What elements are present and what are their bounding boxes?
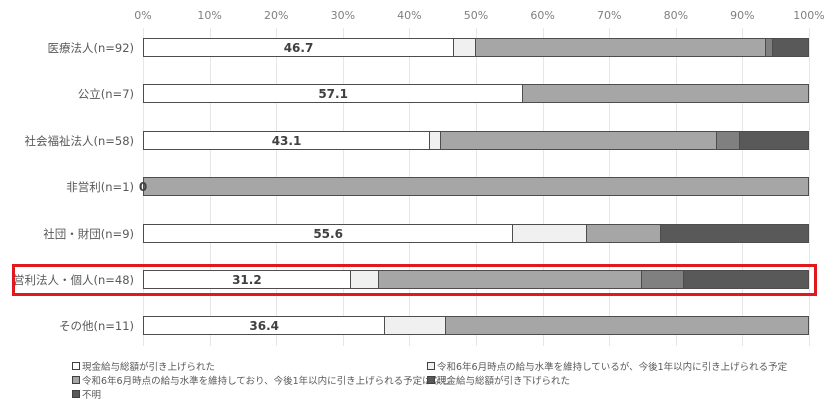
bar-segment bbox=[717, 131, 740, 150]
data-label: 36.4 bbox=[249, 319, 280, 333]
legend-label: 現金給与総額が引き下げられた bbox=[437, 376, 571, 387]
x-tick-label: 80% bbox=[663, 9, 689, 22]
category-label: 医療法人(n=92) bbox=[47, 41, 134, 55]
bar-segment bbox=[475, 38, 766, 57]
bar-segment bbox=[143, 177, 809, 196]
bar-segment bbox=[765, 38, 773, 57]
stacked-bar bbox=[143, 84, 809, 103]
x-tick-label: 20% bbox=[263, 9, 289, 22]
bar-segment bbox=[143, 316, 386, 335]
x-tick-label: 50% bbox=[463, 9, 489, 22]
stacked-bar bbox=[143, 131, 809, 150]
stacked-bar bbox=[143, 316, 809, 335]
bar-segment bbox=[143, 84, 524, 103]
x-tick-label: 10% bbox=[197, 9, 222, 22]
bar-segment bbox=[523, 84, 809, 103]
data-label: 43.1 bbox=[271, 134, 302, 148]
x-tick-label: 0% bbox=[134, 9, 152, 22]
legend-item: 現金給与総額が引き上げられた bbox=[72, 359, 215, 373]
bar-segment bbox=[641, 270, 684, 289]
x-tick-label: 100% bbox=[793, 9, 825, 22]
legend-swatch-icon bbox=[72, 376, 80, 384]
legend-row: 不明 bbox=[72, 387, 832, 401]
stacked-bar bbox=[143, 177, 809, 196]
bar-segment bbox=[430, 131, 442, 150]
legend-label: 現金給与総額が引き上げられた bbox=[82, 362, 216, 373]
bar-segment bbox=[441, 131, 718, 150]
data-label: 55.6 bbox=[313, 227, 343, 241]
legend-label: 令和6年6月時点の給与水準を維持しているが、今後1年以内に引き上げられる予定 bbox=[437, 362, 788, 373]
highlight-box bbox=[12, 264, 817, 296]
legend-row: 現金給与総額が引き上げられた 令和6年6月時点の給与水準を維持しているが、今後1年… bbox=[72, 359, 832, 373]
legend-swatch-icon bbox=[72, 390, 80, 398]
legend-label: 令和6年6月時点の給与水準を維持しており、今後1年以内に引き上げられる予定はなし bbox=[82, 376, 451, 387]
x-tick-label: 60% bbox=[530, 9, 555, 22]
category-label: 営利法人・個人(n=48) bbox=[12, 273, 134, 287]
bar-segment bbox=[773, 38, 809, 57]
stacked-bar bbox=[143, 38, 809, 57]
bar-segment bbox=[385, 316, 447, 335]
category-label: 非営利(n=1) bbox=[66, 180, 134, 194]
legend-item: 令和6年6月時点の給与水準を維持しており、今後1年以内に引き上げられる予定はなし bbox=[72, 373, 451, 387]
bar-segment bbox=[446, 316, 809, 335]
legend-item: 令和6年6月時点の給与水準を維持しているが、今後1年以内に引き上げられる予定 bbox=[427, 359, 787, 373]
bar-segment bbox=[454, 38, 476, 57]
category-label: 社会福祉法人(n=58) bbox=[24, 134, 134, 148]
bar-segment bbox=[378, 270, 642, 289]
x-tick-label: 40% bbox=[397, 9, 422, 22]
legend: 現金給与総額が引き上げられた 令和6年6月時点の給与水準を維持しているが、今後1年… bbox=[72, 359, 832, 401]
legend-row: 令和6年6月時点の給与水準を維持しており、今後1年以内に引き上げられる予定はなし… bbox=[72, 373, 832, 387]
stacked-bar bbox=[143, 224, 809, 243]
category-label: その他(n=11) bbox=[58, 319, 134, 333]
data-label: 0 bbox=[138, 180, 148, 194]
legend-swatch-icon bbox=[427, 362, 435, 370]
bar-segment bbox=[350, 270, 379, 289]
bar-segment bbox=[513, 224, 588, 243]
category-label: 社団・財団(n=9) bbox=[43, 227, 134, 241]
legend-label: 不明 bbox=[82, 390, 102, 401]
stacked-bar bbox=[143, 270, 809, 289]
bar-segment bbox=[143, 131, 431, 150]
gridline bbox=[809, 28, 810, 346]
bar-segment bbox=[143, 224, 514, 243]
data-label: 57.1 bbox=[318, 87, 348, 101]
legend-swatch-icon bbox=[427, 376, 435, 384]
x-tick-label: 30% bbox=[330, 9, 356, 22]
bar-segment bbox=[739, 131, 809, 150]
bar-segment bbox=[143, 38, 455, 57]
category-label: 公立(n=7) bbox=[77, 87, 134, 101]
bar-segment bbox=[661, 224, 809, 243]
data-label: 46.7 bbox=[283, 41, 314, 55]
legend-item: 不明 bbox=[72, 387, 101, 401]
legend-item: 現金給与総額が引き下げられた bbox=[427, 373, 570, 387]
bar-segment bbox=[587, 224, 662, 243]
legend-swatch-icon bbox=[72, 362, 80, 370]
bar-segment bbox=[143, 270, 351, 289]
bar-segment bbox=[683, 270, 809, 289]
x-tick-label: 70% bbox=[596, 9, 622, 22]
x-tick-label: 90% bbox=[730, 9, 755, 22]
data-label: 31.2 bbox=[232, 273, 262, 287]
